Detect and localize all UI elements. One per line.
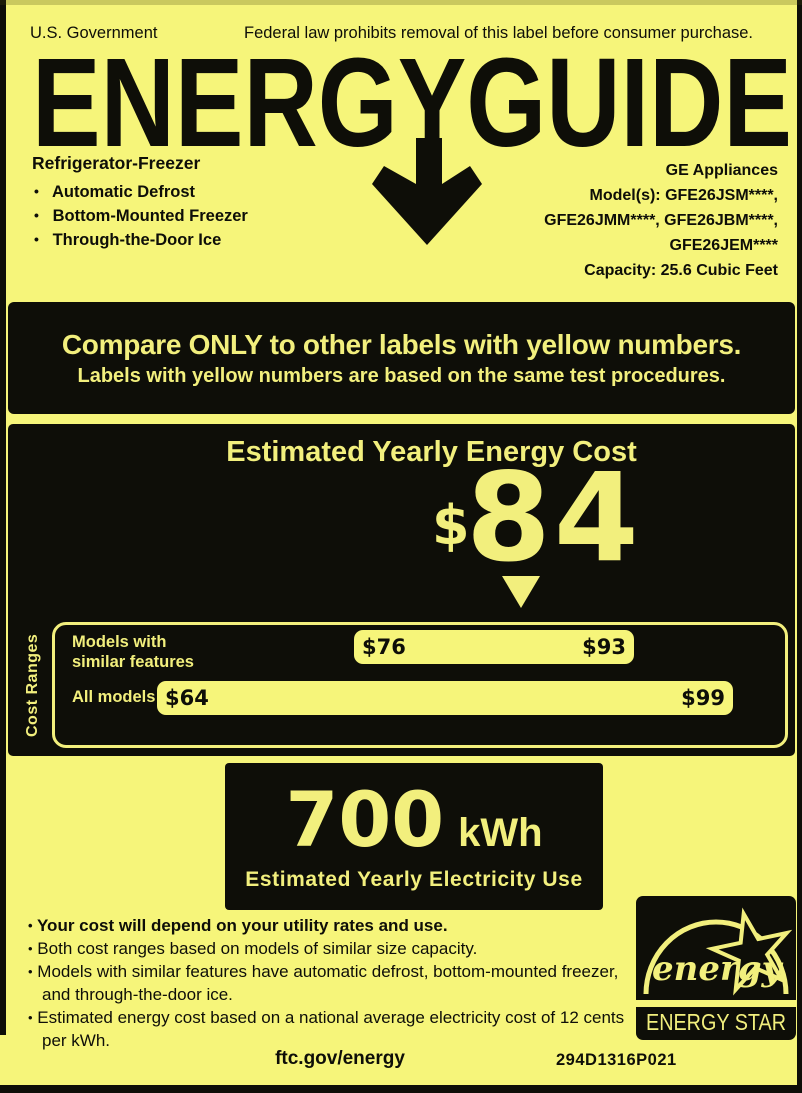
model-numbers-line: GFE26JEM**** bbox=[669, 237, 779, 254]
capacity-text: Capacity: 25.6 Cubic Feet bbox=[584, 262, 778, 279]
footnote-item: • Models with similar features have auto… bbox=[28, 960, 628, 1006]
similar-models-row-label: Models with similar features bbox=[72, 632, 194, 672]
bullet-glyph: • bbox=[28, 1010, 33, 1025]
energy-star-script-text: energy bbox=[652, 949, 784, 989]
bullet-glyph: • bbox=[34, 207, 39, 223]
energy-star-arc bbox=[643, 919, 789, 995]
energyguide-wordmark: ENERGYGUIDE bbox=[32, 50, 792, 152]
label-border-left bbox=[0, 0, 6, 1035]
manufacturer-block: GE Appliances Model(s): GFE26JSM****, GF… bbox=[544, 158, 778, 283]
range-max-value: $93 bbox=[582, 635, 626, 659]
row-label-line: All models bbox=[72, 688, 156, 706]
product-feature: • Bottom-Mounted Freezer bbox=[32, 204, 248, 228]
scan-shade-top bbox=[0, 0, 802, 5]
electricity-use-panel: 700 kWh Estimated Yearly Electricity Use bbox=[225, 763, 603, 910]
all-models-row-label: All models bbox=[72, 687, 155, 707]
bullet-glyph: • bbox=[34, 183, 39, 199]
energy-star-wordmark: ENERGY STAR bbox=[646, 1009, 786, 1035]
bullet-glyph: • bbox=[28, 918, 33, 933]
energyguide-text: ENERGYGUIDE bbox=[32, 50, 792, 152]
compare-banner: Compare ONLY to other labels with yellow… bbox=[8, 302, 795, 414]
yearly-cost-title: Estimated Yearly Energy Cost bbox=[226, 436, 637, 468]
footnote-text: Estimated energy cost based on a nationa… bbox=[37, 1008, 625, 1050]
range-max-value: $99 bbox=[681, 686, 725, 710]
compare-subline: Labels with yellow numbers are based on … bbox=[77, 364, 726, 387]
row-label-line: similar features bbox=[72, 653, 194, 671]
product-feature-label: Bottom-Mounted Freezer bbox=[52, 207, 248, 225]
cost-pointer-triangle-icon bbox=[502, 576, 540, 608]
footnote-item: • Both cost ranges based on models of si… bbox=[28, 937, 628, 960]
footnote-text: Both cost ranges based on models of simi… bbox=[37, 939, 478, 958]
federal-notice-text: Federal law prohibits removal of this la… bbox=[244, 24, 754, 42]
down-arrow-icon bbox=[372, 138, 482, 245]
model-numbers-line: Model(s): GFE26JSM****, bbox=[589, 187, 778, 204]
product-feature-label: Automatic Defrost bbox=[51, 183, 195, 201]
footnotes: • Your cost will depend on your utility … bbox=[28, 914, 628, 1052]
cost-ranges-frame: Models with similar features $76 $93 All… bbox=[52, 622, 788, 748]
currency-symbol: $ bbox=[432, 494, 470, 557]
product-description: Refrigerator-Freezer • Automatic Defrost… bbox=[32, 153, 248, 252]
electricity-use-unit: kWh bbox=[458, 810, 543, 855]
us-government-text: U.S. Government bbox=[30, 24, 158, 42]
ftc-website-text: ftc.gov/energy bbox=[275, 1048, 405, 1069]
energy-star-logo: energy ENERGY STAR bbox=[636, 896, 796, 1040]
product-feature: • Through-the-Door Ice bbox=[32, 228, 248, 252]
range-min-value: $64 bbox=[165, 686, 209, 710]
product-feature-label: Through-the-Door Ice bbox=[52, 231, 222, 249]
product-category: Refrigerator-Freezer bbox=[32, 153, 201, 173]
yearly-cost-panel: Estimated Yearly Energy Cost $ 84 Cost R… bbox=[8, 424, 795, 756]
footnote-text: Models with similar features have automa… bbox=[37, 962, 619, 1004]
energy-star-divider bbox=[636, 1000, 796, 1007]
label-border-bottom bbox=[0, 1085, 802, 1093]
electricity-use-amount: 700 bbox=[285, 774, 445, 864]
bullet-glyph: • bbox=[34, 231, 39, 247]
manufacturer-name: GE Appliances bbox=[665, 162, 778, 179]
electricity-use-value-line: 700 kWh bbox=[285, 774, 543, 864]
cost-ranges-axis-label: Cost Ranges bbox=[24, 633, 41, 737]
footnote-item: • Estimated energy cost based on a natio… bbox=[28, 1006, 628, 1052]
footnote-text: Your cost will depend on your utility ra… bbox=[36, 916, 448, 935]
bullet-glyph: • bbox=[28, 941, 33, 956]
bullet-glyph: • bbox=[28, 964, 33, 979]
product-feature: • Automatic Defrost bbox=[32, 180, 248, 204]
energy-star-star-icon bbox=[705, 907, 793, 996]
similar-models-range-bar: $76 $93 bbox=[354, 630, 634, 664]
compare-headline: Compare ONLY to other labels with yellow… bbox=[61, 328, 742, 360]
label-border-right bbox=[797, 0, 802, 1093]
electricity-use-caption: Estimated Yearly Electricity Use bbox=[245, 867, 583, 891]
range-min-value: $76 bbox=[362, 635, 406, 659]
all-models-range-bar: $64 $99 bbox=[157, 681, 733, 715]
row-label-line: Models with bbox=[72, 633, 167, 651]
yearly-cost-amount: 84 bbox=[466, 447, 642, 589]
footnote-item: • Your cost will depend on your utility … bbox=[28, 914, 628, 937]
model-numbers-line: GFE26JMM****, GFE26JBM****, bbox=[544, 212, 778, 229]
part-number-text: 294D1316P021 bbox=[556, 1051, 677, 1069]
